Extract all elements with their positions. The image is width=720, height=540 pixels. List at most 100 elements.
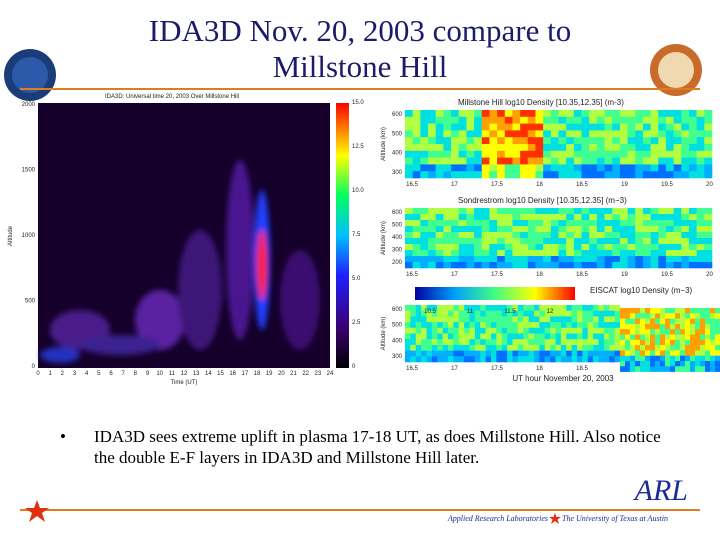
heat-cell — [543, 144, 552, 152]
footer-left: Applied Research Laboratories — [447, 514, 548, 523]
heat-cell — [627, 214, 636, 221]
heat-cell — [550, 123, 559, 131]
heat-cell — [660, 350, 666, 356]
heat-cell — [489, 110, 498, 118]
heat-cell — [596, 137, 605, 145]
colorbar-tick-label: 5.0 — [352, 276, 361, 282]
heat-cell — [426, 339, 433, 346]
heat-cell — [480, 339, 486, 346]
x-tick-label: 21 — [290, 371, 297, 377]
heat-cell — [474, 123, 483, 131]
heat-cell — [635, 226, 644, 233]
right-plots: Millstone Hill log10 Density [10.35,12.3… — [381, 98, 720, 383]
heat-cell — [428, 226, 436, 233]
heat-cell — [523, 316, 529, 323]
heat-cell — [598, 327, 605, 334]
heat-cell — [558, 262, 567, 269]
heat-cell — [431, 333, 438, 340]
heat-cell — [466, 164, 475, 172]
heat-cell — [665, 323, 671, 330]
heat-cell — [550, 226, 559, 233]
heat-cell — [560, 350, 567, 357]
heat-cell — [627, 144, 636, 152]
heat-cell — [517, 305, 524, 311]
heat-cell — [700, 345, 706, 351]
x-tick-label: 7 — [121, 371, 125, 377]
heat-cell — [566, 238, 575, 245]
heat-cell — [405, 150, 413, 158]
heat-cell — [658, 137, 667, 145]
heat-cell — [481, 226, 490, 233]
heat-cell — [496, 339, 503, 346]
heat-cell — [464, 310, 470, 317]
heat-cell — [558, 144, 567, 152]
heat-cell — [598, 356, 605, 363]
heat-cell — [512, 310, 519, 317]
heat-cell — [665, 244, 674, 251]
heat-cell — [598, 333, 605, 340]
heat-cell — [589, 150, 598, 158]
heat-cell — [507, 344, 513, 351]
heat-cell — [665, 144, 674, 152]
heat-cell — [428, 238, 436, 245]
heat-cell — [421, 333, 427, 340]
heat-cell — [426, 344, 433, 351]
heat-cell — [544, 322, 551, 329]
panel: Millstone Hill log10 Density [10.35,12.3… — [381, 98, 713, 188]
heat-cell — [581, 157, 590, 165]
heat-cell — [680, 355, 686, 362]
heat-cell — [421, 344, 427, 351]
x-tick-label: 17.5 — [491, 272, 503, 278]
heat-cell — [640, 361, 646, 367]
heat-cell — [464, 339, 470, 346]
heat-cell — [635, 318, 641, 325]
heat-cell — [512, 322, 519, 329]
heat-cell — [715, 334, 720, 341]
heat-cell — [705, 318, 711, 325]
heat-cell — [696, 123, 705, 131]
heat-cell — [555, 350, 562, 357]
heat-cell — [650, 110, 659, 118]
heat-cell — [625, 313, 631, 319]
heat-cell — [558, 256, 567, 263]
heat-cell — [650, 171, 659, 179]
heat-cell — [619, 262, 628, 269]
heat-cell — [582, 333, 589, 340]
heat-cell — [507, 305, 513, 311]
heat-cell — [405, 310, 411, 317]
heat-cell — [528, 333, 535, 340]
heat-cell — [512, 123, 521, 131]
heat-cell — [412, 244, 421, 251]
heat-cell — [660, 339, 666, 346]
heat-cell — [458, 256, 467, 263]
heat-cell — [448, 356, 454, 363]
heat-cell — [558, 214, 567, 221]
heat-cell — [466, 130, 475, 138]
heat-cell — [609, 356, 615, 363]
heat-cell — [573, 250, 582, 257]
heat-cell — [451, 164, 460, 172]
heat-cell — [700, 323, 706, 330]
heat-cell — [543, 208, 552, 215]
heatmap-plumes — [40, 160, 320, 363]
heat-cell — [589, 123, 598, 131]
y-tick-label: 500 — [392, 131, 403, 137]
heat-cell — [474, 316, 481, 323]
heat-cell — [658, 144, 667, 152]
heat-cell — [412, 220, 421, 227]
heat-cell — [642, 123, 651, 131]
heat-cell — [625, 318, 631, 325]
heat-cell — [566, 262, 575, 269]
heat-cell — [489, 123, 498, 131]
heat-cell — [640, 313, 646, 319]
heat-cell — [539, 305, 546, 311]
heat-cell — [700, 339, 706, 346]
heat-cell — [589, 130, 598, 138]
heat-cell — [665, 313, 671, 319]
heat-cell — [696, 244, 705, 251]
heat-cell — [619, 226, 628, 233]
heat-cell — [558, 130, 567, 138]
heat-cell — [512, 256, 521, 263]
heat-cell — [453, 333, 460, 340]
heat-cell — [555, 327, 562, 334]
